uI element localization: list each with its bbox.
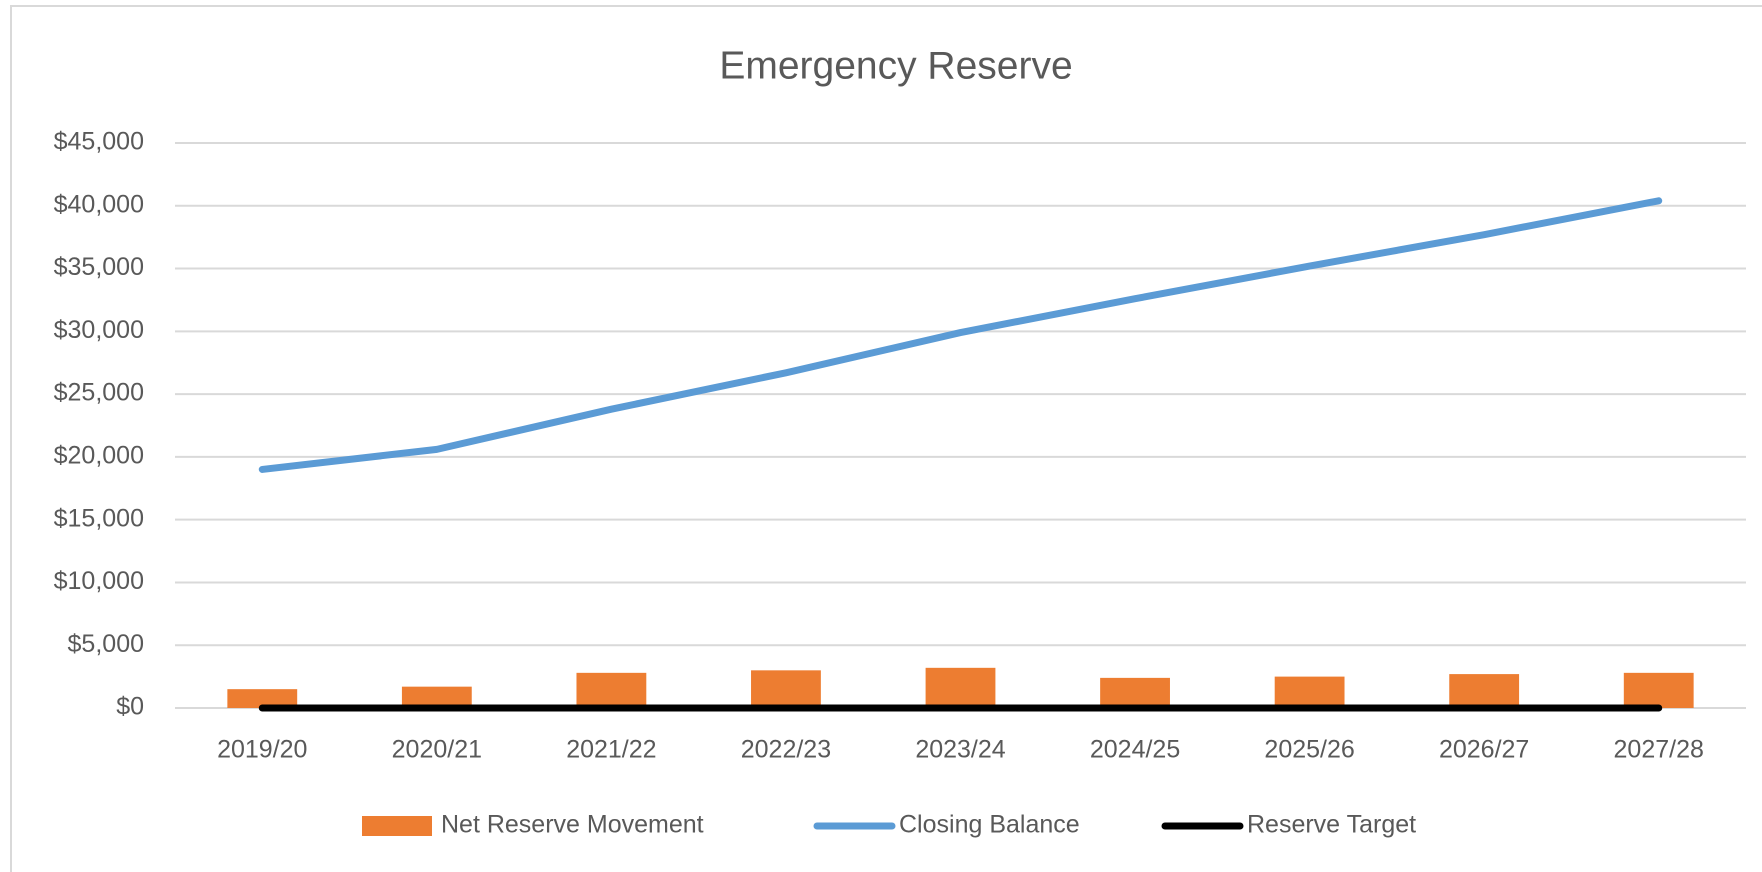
bar <box>1623 672 1694 708</box>
y-tick-label: $40,000 <box>54 190 144 218</box>
bar <box>751 670 821 708</box>
y-tick-label: $45,000 <box>54 128 144 156</box>
y-tick-label: $15,000 <box>54 504 144 532</box>
chart-title: Emergency Reserve <box>719 44 1072 87</box>
legend-label: Closing Balance <box>899 811 1080 839</box>
legend-label: Reserve Target <box>1247 811 1416 839</box>
x-tick-label: 2026/27 <box>1439 736 1529 764</box>
y-tick-label: $30,000 <box>54 316 144 344</box>
bar <box>1100 677 1170 708</box>
x-tick-label: 2024/25 <box>1090 736 1180 764</box>
line <box>258 197 1663 473</box>
legend-swatch <box>362 816 432 836</box>
bar <box>227 689 298 708</box>
bar <box>925 667 996 708</box>
x-tick-label: 2027/28 <box>1614 736 1704 764</box>
bar <box>401 686 472 708</box>
x-tick-label: 2025/26 <box>1264 736 1354 764</box>
y-tick-label: $35,000 <box>54 253 144 281</box>
y-tick-label: $25,000 <box>54 379 144 407</box>
x-tick-label: 2023/24 <box>915 736 1005 764</box>
chart-frame <box>10 5 1762 872</box>
y-tick-label: $20,000 <box>54 441 144 469</box>
bar <box>576 672 647 708</box>
x-tick-label: 2021/22 <box>566 736 656 764</box>
y-tick-label: $5,000 <box>68 630 144 658</box>
legend-label: Net Reserve Movement <box>441 811 704 839</box>
y-tick-label: $0 <box>116 693 144 721</box>
x-tick-label: 2022/23 <box>741 736 831 764</box>
x-tick-label: 2020/21 <box>392 736 482 764</box>
y-tick-label: $10,000 <box>54 567 144 595</box>
x-tick-label: 2019/20 <box>217 736 307 764</box>
bar <box>1449 674 1520 708</box>
bar <box>1274 676 1345 708</box>
